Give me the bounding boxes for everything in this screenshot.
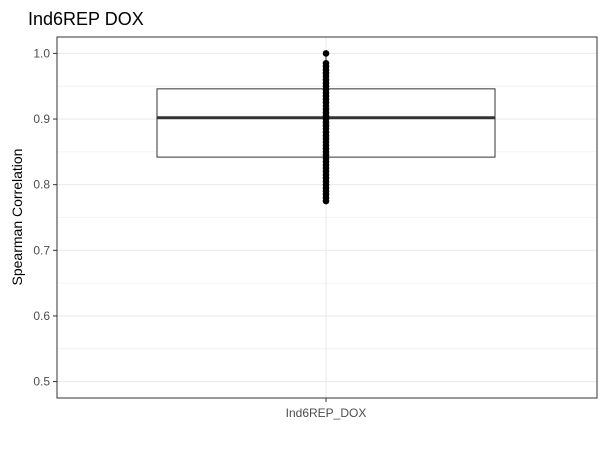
chart-title: Ind6REP DOX: [28, 9, 144, 29]
y-tick-label: 0.8: [33, 178, 50, 192]
y-tick-label: 0.6: [33, 309, 50, 323]
panel-border: [56, 36, 598, 399]
y-tick-label: 0.7: [33, 243, 50, 257]
y-tick-label: 0.5: [33, 375, 50, 389]
y-tick-label: 1.0: [33, 46, 50, 60]
axis-ticks: 0.5 0.6 0.7 0.8 0.9 1.0 Ind6REP_DOX: [33, 46, 366, 420]
data-point: [322, 50, 330, 57]
y-axis-label: Spearman Correlation: [9, 149, 25, 286]
data-point: [322, 59, 330, 67]
x-tick-label: Ind6REP_DOX: [286, 406, 367, 420]
plot-data: [156, 50, 496, 205]
y-tick-label: 0.9: [33, 112, 50, 126]
